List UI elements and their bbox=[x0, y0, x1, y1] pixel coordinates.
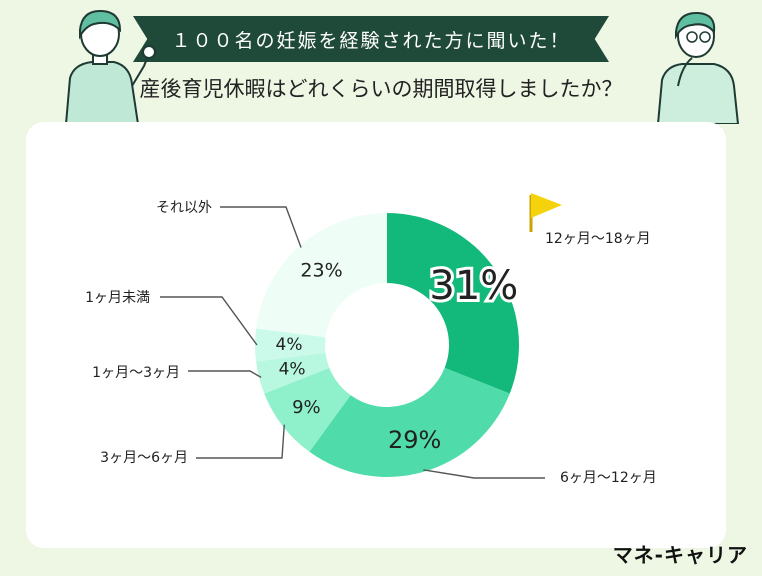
donut-slice bbox=[309, 367, 510, 478]
donut-slice bbox=[255, 328, 326, 362]
callout-line bbox=[160, 296, 258, 346]
slice-category-label: 1ヶ月未満 bbox=[85, 290, 150, 306]
callout-line bbox=[423, 469, 545, 479]
slice-value-label: 4% bbox=[279, 359, 306, 379]
slice-category-label: 3ヶ月〜6ヶ月 bbox=[100, 450, 188, 466]
slice-category-label: 6ヶ月〜12ヶ月 bbox=[560, 470, 657, 486]
slice-category-label: それ以外 bbox=[156, 200, 212, 216]
slice-category-label: 12ヶ月〜18ヶ月 bbox=[545, 231, 651, 247]
donut-slice bbox=[256, 352, 330, 394]
donut-slice bbox=[387, 213, 519, 394]
slice-value-label: 29% bbox=[388, 426, 441, 454]
donut-slice bbox=[264, 367, 351, 452]
callout-line bbox=[220, 206, 302, 248]
brand-logo: マネ-キャリア bbox=[612, 543, 748, 567]
woman-pointing-illustration bbox=[64, 9, 156, 124]
callout-line bbox=[188, 370, 262, 378]
slice-category-label: 1ヶ月〜3ヶ月 bbox=[92, 365, 180, 381]
slice-value-label: 31% bbox=[429, 263, 518, 309]
man-thinking-illustration bbox=[656, 11, 740, 124]
callout-line bbox=[196, 424, 285, 459]
slice-value-label: 9% bbox=[292, 397, 321, 418]
survey-question: 産後育児休暇はどれくらいの期間取得しましたか？ bbox=[139, 77, 623, 101]
slice-value-label: 4% bbox=[276, 335, 303, 355]
chart-card bbox=[26, 122, 726, 548]
slice-value-label: 23% bbox=[300, 260, 342, 282]
flag-icon bbox=[531, 193, 562, 218]
title-banner: １００名の妊娠を経験された方に聞いた！ bbox=[133, 16, 609, 62]
donut-slice bbox=[256, 213, 387, 338]
